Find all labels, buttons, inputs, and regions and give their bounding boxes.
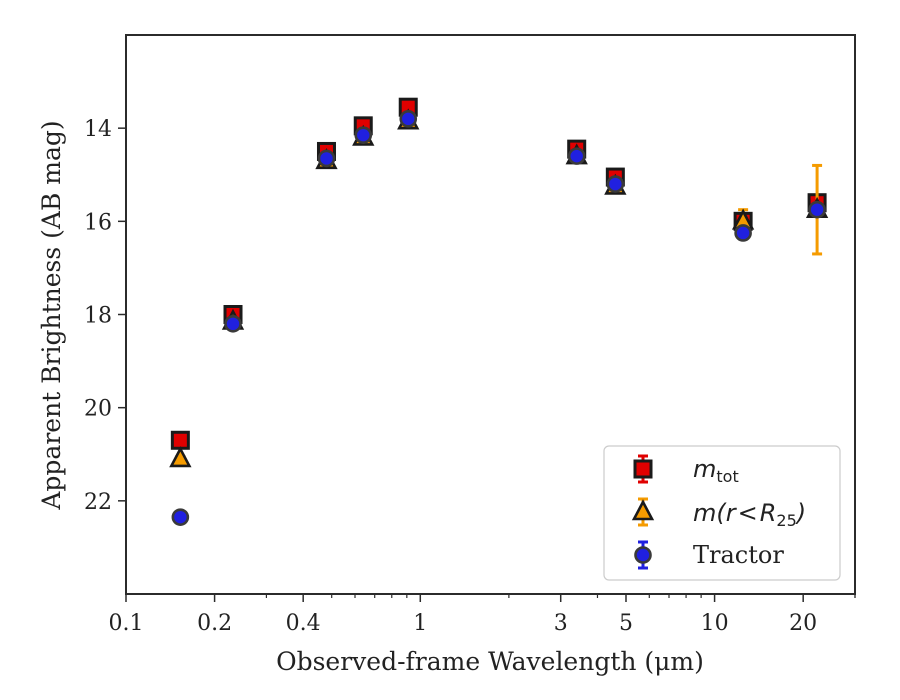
- x-tick-label: 0.1: [109, 611, 144, 636]
- y-tick-label: 20: [84, 397, 112, 422]
- series-tractor: [171, 110, 826, 526]
- x-tick-label: 5: [619, 611, 633, 636]
- y-tick-label: 14: [84, 117, 112, 142]
- x-tick-label: 10: [701, 611, 729, 636]
- x-tick-label: 0.2: [197, 611, 232, 636]
- series-tractor-point: [808, 200, 826, 219]
- series-tractor-point: [606, 175, 625, 193]
- legend-label-tractor: Tractor: [693, 541, 784, 569]
- series-m-r25-point: [169, 446, 192, 468]
- series-tractor-point: [171, 508, 190, 526]
- x-tick-label: 20: [789, 611, 817, 636]
- x-tick-label: 1: [413, 611, 427, 636]
- legend-box: [603, 445, 841, 581]
- y-tick-label: 18: [84, 304, 112, 329]
- legend-marker-m-tot: [633, 459, 653, 479]
- plot-frame: [125, 34, 856, 595]
- series-tractor-point: [399, 110, 418, 128]
- series-m-tot-point: [170, 430, 190, 450]
- legend-marker-tractor: [634, 546, 652, 564]
- x-axis-label: Observed-frame Wavelength (μm): [276, 647, 704, 676]
- axis-ticks: 0.1 0.2 0.4 1 3 5 10 20 14 16 18 20 22: [84, 117, 856, 636]
- y-axis-label: Apparent Brightness (AB mag): [37, 120, 66, 510]
- y-tick-label: 22: [84, 490, 112, 515]
- x-tick-label: 0.4: [286, 611, 321, 636]
- data-marks: [169, 97, 829, 526]
- legend-marker-m-r25: [631, 499, 655, 521]
- series-tractor-point: [354, 126, 373, 144]
- legend-markers: [631, 454, 655, 570]
- series-tractor-point: [224, 315, 242, 333]
- series-tractor-point: [317, 149, 336, 168]
- y-tick-label: 16: [84, 210, 112, 235]
- series-tractor-point: [734, 224, 752, 242]
- x-tick-label: 3: [554, 611, 568, 636]
- legend: mtot m(r<R25) Tractor: [603, 445, 841, 581]
- series-tractor-point: [567, 147, 586, 165]
